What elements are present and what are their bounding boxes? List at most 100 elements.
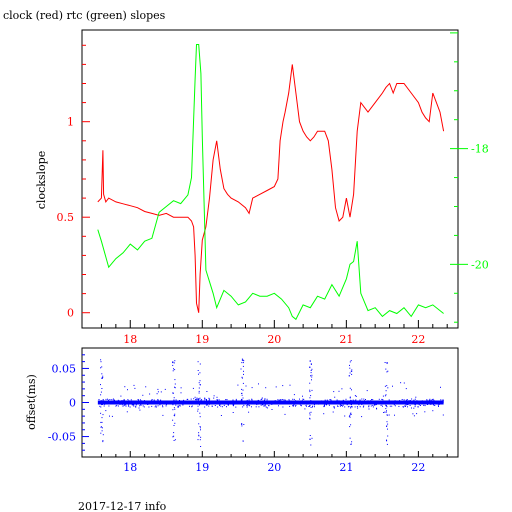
offset-point	[305, 405, 307, 407]
offset-point	[442, 400, 444, 402]
offset-spike-point	[172, 364, 174, 366]
offset-point	[164, 388, 166, 390]
offset-point	[225, 399, 227, 401]
offset-point	[196, 397, 198, 399]
offset-point	[145, 386, 147, 388]
offset-point	[369, 403, 371, 405]
slope-axes-ticks: 18 19 20 21 22 0 0.5 1 -20 -18	[57, 32, 489, 346]
offset-point	[144, 401, 146, 403]
offset-point	[217, 402, 219, 404]
offset-point	[169, 403, 171, 405]
offset-spike-point	[100, 421, 102, 423]
offset-point	[361, 416, 363, 418]
offset-point	[255, 406, 257, 408]
offset-point	[414, 406, 416, 408]
offset-spike-point	[100, 406, 102, 408]
offset-point	[303, 398, 305, 400]
offset-point	[175, 404, 177, 406]
offset-point	[374, 403, 376, 405]
offset-point	[350, 413, 352, 415]
offset-point	[289, 384, 291, 386]
offset-point	[392, 402, 394, 404]
offset-point	[213, 402, 215, 404]
offset-point	[240, 403, 242, 404]
offset-point	[280, 399, 282, 401]
offset-point	[241, 398, 242, 400]
offset-spike-point	[241, 376, 243, 378]
offset-point	[160, 399, 162, 401]
offset-point	[116, 404, 118, 406]
offset-point	[123, 404, 125, 406]
offset-point	[126, 411, 128, 413]
offset-point	[394, 405, 396, 407]
offset-spike-point	[100, 361, 102, 363]
offset-spike-point	[200, 400, 202, 402]
offset-point	[138, 402, 140, 404]
offset-point	[371, 400, 373, 402]
offset-point	[397, 401, 399, 403]
offset-point	[107, 402, 109, 404]
offset-point	[355, 403, 357, 404]
offset-point	[403, 403, 405, 405]
offset-point	[292, 405, 294, 407]
offset-point	[107, 401, 109, 403]
offset-point	[295, 404, 297, 406]
slope-y2-tick-label: -18	[471, 143, 489, 156]
footer-date-label: 2017-12-17 info	[78, 500, 167, 512]
offset-spike-point	[100, 394, 102, 396]
offset-point	[199, 404, 200, 406]
offset-point	[427, 400, 429, 402]
offset-point	[280, 401, 282, 403]
offset-point	[99, 403, 101, 405]
offset-point	[171, 401, 173, 403]
offset-point	[246, 406, 248, 408]
offset-spike-point	[101, 366, 103, 368]
offset-point	[386, 401, 388, 403]
offset-point	[372, 406, 374, 408]
offset-point	[102, 402, 104, 404]
offset-point	[346, 404, 348, 406]
offset-point	[339, 405, 341, 407]
offset-point	[310, 400, 312, 402]
offset-spike-point	[241, 388, 243, 390]
offset-point	[220, 415, 222, 416]
offset-point	[424, 405, 426, 407]
offset-point	[156, 393, 158, 395]
offset-spike-point	[309, 417, 311, 419]
offset-point	[262, 404, 263, 406]
offset-spike-point	[350, 401, 352, 403]
offset-point	[389, 405, 391, 407]
offset-spike-point	[311, 374, 313, 376]
offset-point	[323, 405, 325, 406]
offset-spike-point	[199, 372, 201, 374]
offset-point	[393, 404, 395, 406]
offset-point	[358, 402, 360, 404]
offset-point	[334, 396, 336, 398]
offset-point	[359, 399, 361, 401]
offset-point	[247, 403, 249, 404]
offset-spike-point	[349, 387, 351, 389]
offset-point	[113, 399, 115, 401]
offset-point	[259, 402, 261, 404]
offset-point	[360, 401, 362, 403]
offset-spike-point	[102, 441, 104, 443]
offset-point	[196, 400, 198, 402]
offset-point	[99, 402, 101, 404]
offset-spike-point	[198, 423, 200, 425]
offset-point	[127, 401, 129, 403]
offset-spike-point	[100, 391, 102, 393]
offset-spike-point	[310, 363, 312, 365]
offset-spike-point	[386, 439, 387, 441]
offset-point	[152, 400, 154, 402]
offset-point	[182, 404, 184, 406]
offset-point	[249, 405, 251, 407]
offset-point	[135, 405, 137, 407]
offset-point	[183, 399, 185, 401]
offset-spike-point	[198, 432, 200, 434]
offset-point	[378, 401, 380, 403]
offset-spike-point	[242, 397, 244, 399]
slope-x-tick-label: 19	[195, 333, 209, 346]
offset-point	[293, 398, 295, 400]
offset-spike-point	[199, 397, 201, 399]
offset-point	[329, 401, 331, 403]
